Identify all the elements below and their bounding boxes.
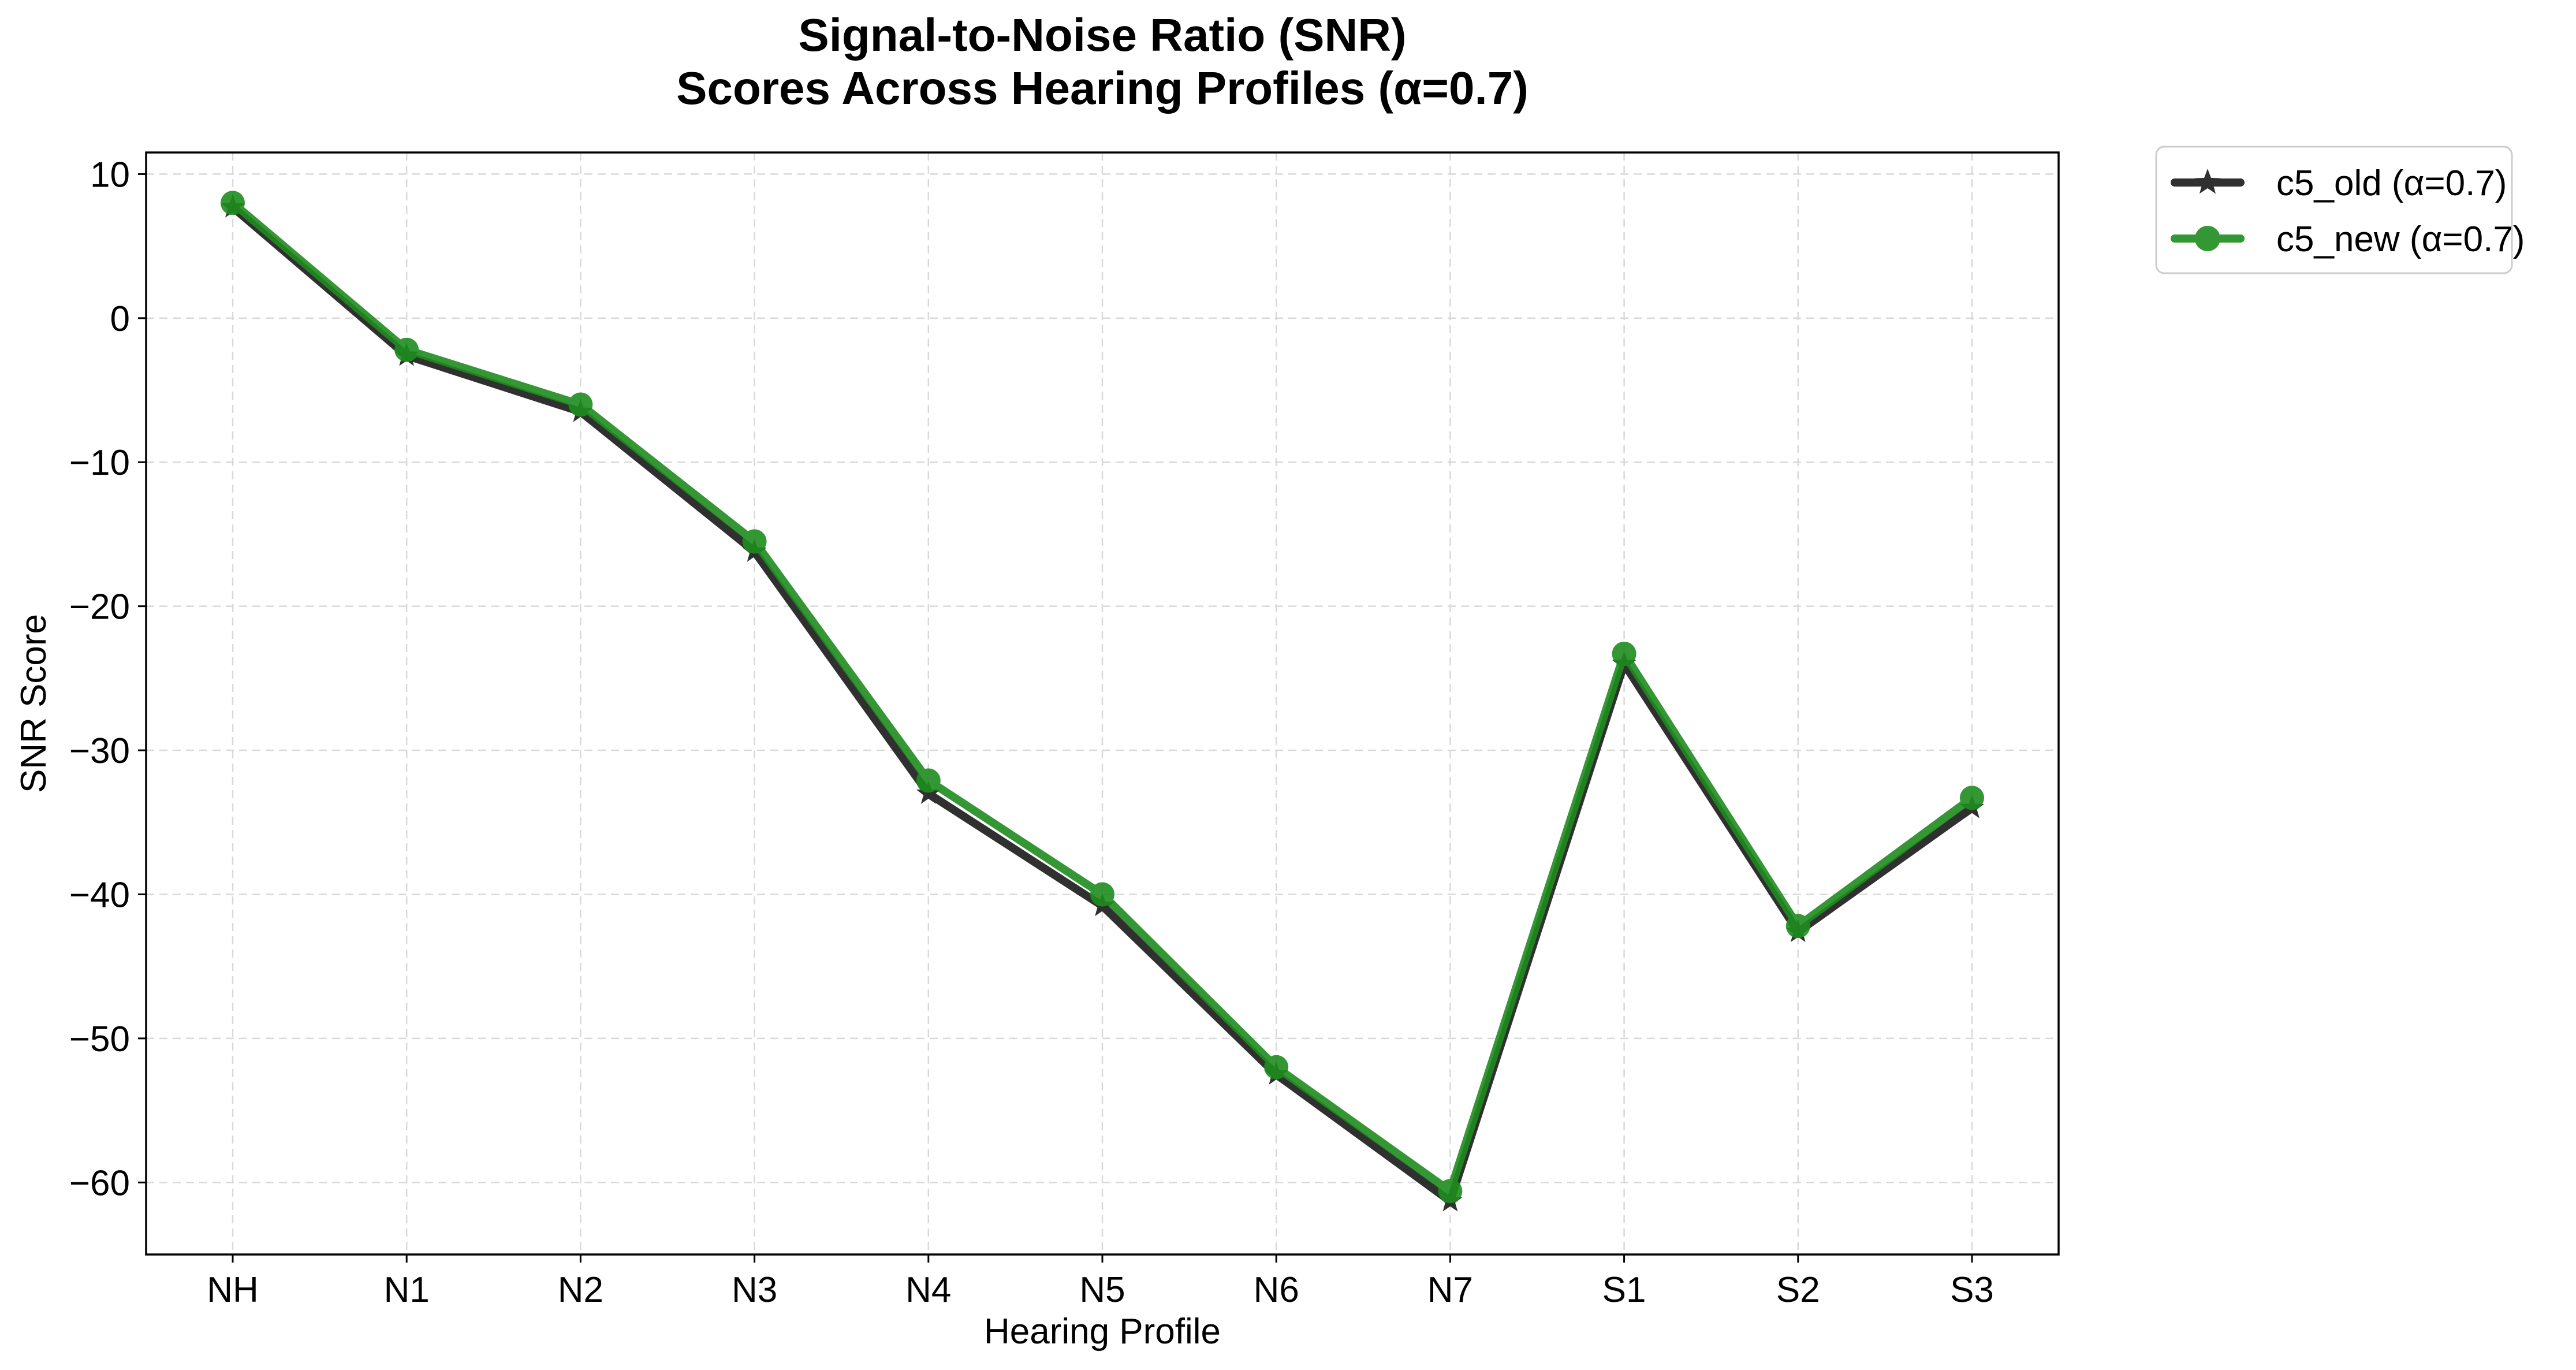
x-axis-label: Hearing Profile [984,1312,1221,1352]
y-tick-label: 0 [110,299,130,339]
x-tick-label: N2 [558,1270,603,1310]
legend: c5_old (α=0.7) c5_new (α=0.7) [2155,146,2525,274]
x-tick-label: S1 [1602,1270,1646,1310]
data-point-circle [1785,914,1810,939]
x-tick-label: N1 [384,1270,430,1310]
data-point-circle [221,191,245,215]
data-point-circle [1438,1179,1463,1204]
data-point-circle [742,529,767,554]
legend-entry [2171,169,2245,194]
y-tick-label: −20 [69,587,130,627]
data-point-circle [568,392,593,417]
grid-layer [146,152,2059,1254]
x-tick-label: NH [207,1270,259,1310]
data-point-circle [1612,641,1636,666]
x-tick-label: N6 [1254,1270,1299,1310]
chart-title-line-2: Scores Across Hearing Profiles (α=0.7) [676,62,1529,114]
legend-circle-marker [2195,226,2220,251]
data-point-circle [1264,1055,1289,1079]
data-point-circle [916,768,941,793]
x-tick-label: S3 [1950,1270,1994,1310]
y-axis-label: SNR Score [14,614,54,793]
y-tick-label: −50 [69,1019,130,1059]
data-point-circle [1090,882,1114,907]
series-1 [221,191,1984,1204]
legend-star-marker [2194,169,2221,194]
x-tick-label: N4 [905,1270,951,1310]
legend-frame [2155,146,2513,274]
data-point-circle [1960,785,1984,810]
y-tick-label: −30 [69,731,130,771]
legend-label: c5_new (α=0.7) [2276,219,2525,259]
ticks-layer: 10 0 −10 −20 −30 −40 −50 −60 NH N1 N2 N3 N4 N5 N6 N7 S1 S… [69,155,1994,1310]
legend-label: c5_old (α=0.7) [2276,163,2507,203]
chart-title-line-1: Signal-to-Noise Ratio (SNR) [798,9,1406,61]
x-tick-label: N3 [732,1270,777,1310]
legend-entry [2171,226,2245,251]
series-layer [221,191,1984,1212]
y-tick-label: −40 [69,875,130,915]
x-tick-label: N7 [1427,1270,1473,1310]
data-point-circle [394,337,419,362]
y-tick-label: 10 [90,155,130,195]
y-tick-label: −60 [69,1163,130,1203]
x-tick-label: S2 [1776,1270,1820,1310]
x-tick-label: N5 [1079,1270,1125,1310]
y-tick-label: −10 [69,443,130,483]
